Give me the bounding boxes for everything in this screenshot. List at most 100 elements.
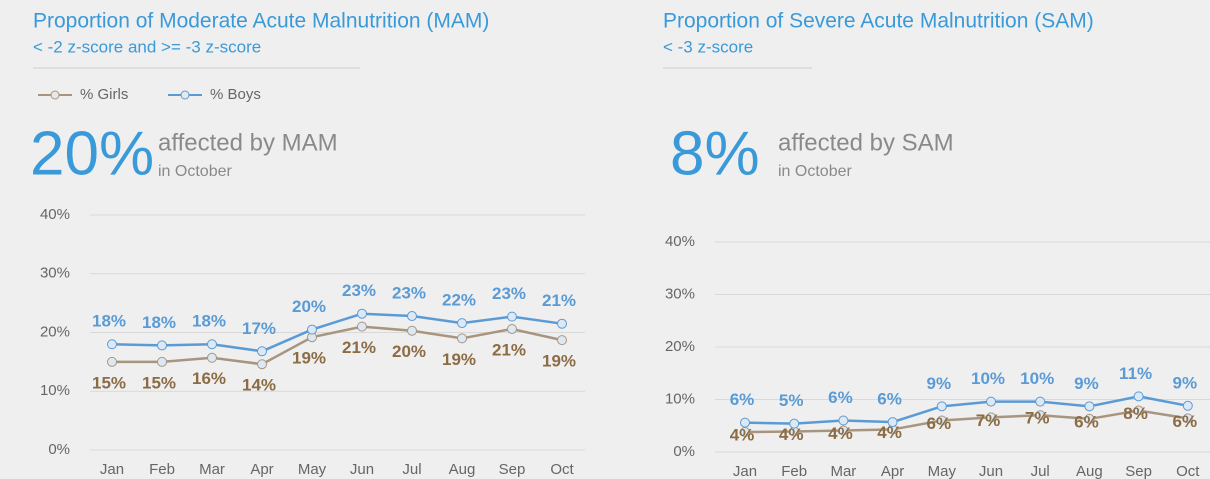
point xyxy=(457,318,467,329)
series-line xyxy=(744,409,1188,434)
data-label: 6% xyxy=(828,388,853,407)
data-label: 4% xyxy=(828,424,853,443)
x-tick-label: Mar xyxy=(199,461,225,478)
headline-value: 20% xyxy=(30,119,154,188)
x-tick-label: Jan xyxy=(733,463,757,479)
data-label: 5% xyxy=(779,391,804,410)
y-tick-label: 40% xyxy=(40,206,70,223)
data-label: 18% xyxy=(92,312,126,331)
x-tick-label: Aug xyxy=(449,461,476,478)
x-tick-label: Sep xyxy=(499,461,526,478)
y-tick-label: 20% xyxy=(665,338,695,355)
data-label: 7% xyxy=(1025,409,1050,428)
point xyxy=(557,335,567,346)
x-tick-label: Apr xyxy=(250,461,273,478)
data-label: 19% xyxy=(542,352,576,371)
data-label: 18% xyxy=(192,312,226,331)
y-tick-label: 30% xyxy=(40,265,70,282)
point xyxy=(157,356,167,367)
data-label: 6% xyxy=(730,390,755,409)
data-label: 9% xyxy=(1074,374,1099,393)
x-tick-label: Feb xyxy=(781,463,807,479)
legend-marker xyxy=(50,90,60,100)
data-label: 23% xyxy=(492,284,526,303)
x-tick-label: Aug xyxy=(1076,463,1103,479)
data-label: 6% xyxy=(1173,412,1198,431)
data-label: 21% xyxy=(342,338,376,357)
point xyxy=(986,396,996,407)
x-tick-label: Jun xyxy=(979,463,1003,479)
y-tick-label: 10% xyxy=(40,382,70,399)
data-label: 15% xyxy=(92,373,126,392)
headline-value: 8% xyxy=(670,119,760,188)
chart-title: Proportion of Severe Acute Malnutrition … xyxy=(663,10,1094,33)
x-tick-label: Oct xyxy=(1176,463,1200,479)
headline-text: affected by SAM xyxy=(778,129,954,156)
x-tick-label: Jul xyxy=(1031,463,1050,479)
data-label: 11% xyxy=(1119,364,1152,383)
x-tick-label: Mar xyxy=(830,463,856,479)
headline-period: in October xyxy=(778,163,852,180)
data-label: 14% xyxy=(242,376,276,395)
y-tick-label: 0% xyxy=(673,443,695,460)
data-label: 21% xyxy=(542,291,576,310)
point xyxy=(936,415,947,426)
point xyxy=(838,425,849,436)
data-label: 4% xyxy=(730,426,755,445)
legend-label: % Girls xyxy=(80,86,128,103)
point xyxy=(1182,400,1193,411)
x-tick-label: Feb xyxy=(149,461,175,478)
x-tick-label: Apr xyxy=(881,463,904,479)
point xyxy=(357,321,367,332)
data-label: 6% xyxy=(927,414,952,433)
series-line xyxy=(744,395,1189,425)
data-label: 7% xyxy=(976,411,1001,430)
x-tick-label: May xyxy=(928,463,957,479)
point xyxy=(986,412,996,423)
y-tick-label: 40% xyxy=(665,233,695,250)
x-tick-label: Jan xyxy=(100,461,124,478)
data-label: 8% xyxy=(1123,404,1148,423)
point xyxy=(307,324,317,335)
point xyxy=(887,417,898,428)
data-label: 15% xyxy=(142,373,176,392)
headline-text: affected by MAM xyxy=(158,129,338,156)
point xyxy=(357,308,367,319)
data-label: 6% xyxy=(877,390,902,409)
point xyxy=(1084,413,1095,424)
data-label: 18% xyxy=(142,313,176,332)
chart-title: Proportion of Moderate Acute Malnutritio… xyxy=(33,10,489,33)
data-label: 23% xyxy=(342,281,376,300)
x-tick-label: Oct xyxy=(550,461,574,478)
point xyxy=(1035,410,1046,421)
point xyxy=(1133,405,1144,416)
data-label: 4% xyxy=(779,425,804,444)
point xyxy=(157,340,167,351)
data-label: 9% xyxy=(1173,373,1198,392)
data-label: 19% xyxy=(442,350,476,369)
y-tick-label: 30% xyxy=(665,285,695,302)
data-label: 23% xyxy=(392,284,426,303)
data-label: 22% xyxy=(442,291,476,310)
x-tick-label: Jul xyxy=(402,461,421,478)
point xyxy=(557,318,567,329)
point xyxy=(407,311,417,322)
x-tick-label: Sep xyxy=(1125,463,1152,479)
data-label: 20% xyxy=(392,342,426,361)
data-label: 20% xyxy=(292,297,326,316)
data-label: 10% xyxy=(971,369,1005,388)
legend-label: % Boys xyxy=(210,86,261,103)
point xyxy=(207,352,217,363)
point xyxy=(257,359,267,370)
data-label: 19% xyxy=(292,349,326,368)
point xyxy=(1035,396,1046,407)
chart-subtitle: < -3 z-score xyxy=(663,37,753,56)
point xyxy=(838,415,849,426)
point xyxy=(740,417,750,428)
data-label: 17% xyxy=(242,319,276,338)
data-label: 4% xyxy=(877,423,902,442)
point xyxy=(257,346,267,357)
point xyxy=(789,418,800,429)
point xyxy=(107,356,117,367)
